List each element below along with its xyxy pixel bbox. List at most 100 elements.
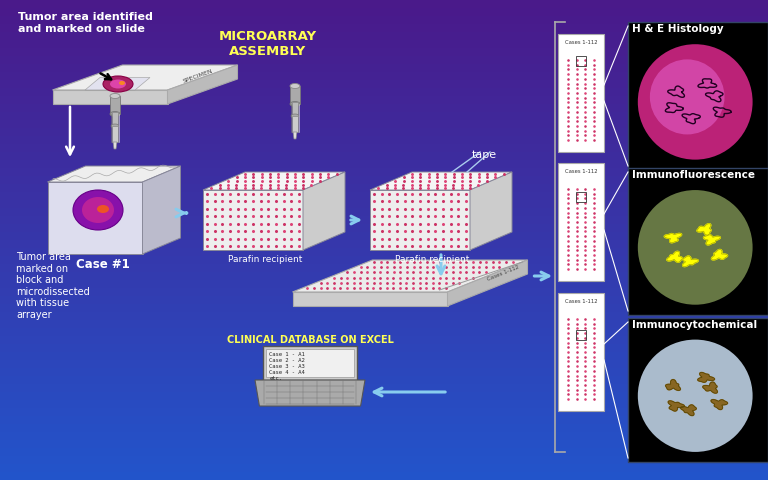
Bar (0, 104, 768, 112)
Bar (0, 240, 768, 248)
Text: Cases 1-112: Cases 1-112 (487, 264, 520, 281)
Text: Cases 1-112: Cases 1-112 (564, 40, 598, 45)
Text: Tumor area
marked on
block and
microdissected
with tissue
arrayer: Tumor area marked on block and microdiss… (16, 252, 90, 320)
Polygon shape (680, 405, 697, 416)
Bar (0, 344, 768, 352)
Bar (0, 24, 768, 32)
Bar (0, 320, 768, 328)
Bar (0, 144, 768, 152)
Polygon shape (48, 166, 180, 182)
Bar (0, 88, 768, 96)
Ellipse shape (637, 340, 753, 452)
Bar (0, 288, 768, 296)
Bar (0, 264, 768, 272)
Bar (0, 200, 768, 208)
Bar (0, 464, 768, 472)
Ellipse shape (103, 76, 133, 92)
Bar (0, 424, 768, 432)
Text: Parafin recipient: Parafin recipient (396, 255, 470, 264)
Text: CLINICAL DATABASE ON EXCEL: CLINICAL DATABASE ON EXCEL (227, 335, 393, 345)
Text: tape: tape (472, 150, 497, 160)
Bar (628, 318, 768, 462)
Polygon shape (203, 190, 303, 250)
Polygon shape (470, 172, 512, 250)
Bar (0, 136, 768, 144)
Bar (0, 304, 768, 312)
Ellipse shape (110, 80, 126, 88)
Text: Parafin recipient: Parafin recipient (228, 255, 303, 264)
Bar (0, 448, 768, 456)
Bar (0, 152, 768, 160)
Bar (0, 312, 768, 320)
Polygon shape (703, 382, 717, 393)
Text: Cases 1-112: Cases 1-112 (564, 299, 598, 304)
Polygon shape (303, 172, 345, 250)
Bar (0, 440, 768, 448)
Bar (0, 0, 768, 8)
Bar (0, 360, 768, 368)
Polygon shape (703, 235, 720, 245)
Polygon shape (143, 166, 180, 254)
Ellipse shape (290, 101, 300, 107)
Bar (0, 208, 768, 216)
Bar (0, 352, 768, 360)
Ellipse shape (110, 94, 120, 98)
Bar (292, 102, 298, 116)
Polygon shape (167, 65, 237, 104)
Text: Immunocytochemical: Immunocytochemical (632, 320, 757, 330)
Bar (558, 34, 604, 152)
Text: SPECIMEN: SPECIMEN (182, 69, 214, 84)
Bar (0, 248, 768, 256)
Bar (628, 22, 768, 170)
Bar (628, 168, 768, 315)
Polygon shape (48, 182, 143, 254)
Polygon shape (666, 380, 680, 390)
Bar (110, 96, 120, 114)
Bar (0, 168, 768, 176)
Polygon shape (697, 372, 714, 382)
Bar (0, 80, 768, 88)
Ellipse shape (111, 124, 119, 128)
Bar (0, 336, 768, 344)
Polygon shape (448, 260, 528, 306)
Text: Cases 1-112: Cases 1-112 (564, 169, 598, 174)
Ellipse shape (82, 197, 114, 223)
Ellipse shape (291, 114, 299, 118)
Polygon shape (203, 172, 345, 190)
Bar (0, 272, 768, 280)
Polygon shape (370, 172, 512, 190)
Bar (0, 456, 768, 464)
Bar (0, 392, 768, 400)
Bar (0, 40, 768, 48)
Text: Immunofluorescence: Immunofluorescence (632, 170, 755, 180)
Bar (292, 116, 298, 132)
Bar (112, 126, 118, 142)
Bar (0, 432, 768, 440)
Bar (0, 56, 768, 64)
Polygon shape (293, 132, 297, 139)
Bar (0, 112, 768, 120)
Polygon shape (255, 380, 365, 406)
Polygon shape (668, 401, 684, 411)
Bar (0, 400, 768, 408)
Polygon shape (711, 399, 727, 409)
Polygon shape (697, 224, 711, 235)
Bar (0, 256, 768, 264)
Polygon shape (664, 233, 682, 243)
Bar (0, 48, 768, 56)
Ellipse shape (637, 44, 753, 160)
Bar (263, 347, 357, 380)
Bar (558, 293, 604, 411)
Ellipse shape (650, 60, 724, 134)
Ellipse shape (119, 81, 125, 85)
Bar (0, 408, 768, 416)
Polygon shape (370, 190, 470, 250)
Bar (0, 232, 768, 240)
Ellipse shape (110, 111, 120, 117)
Bar (0, 16, 768, 24)
Bar (0, 376, 768, 384)
Bar (0, 176, 768, 184)
Bar (0, 296, 768, 304)
Bar (0, 192, 768, 200)
Polygon shape (711, 250, 727, 260)
